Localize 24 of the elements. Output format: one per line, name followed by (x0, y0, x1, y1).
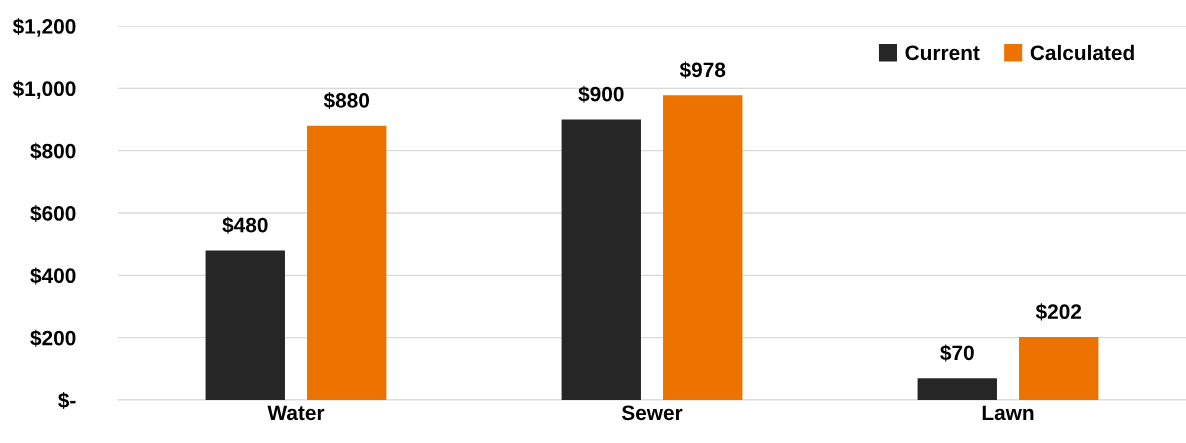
y-tick-label: $1,000 (12, 80, 76, 100)
bar (917, 378, 997, 400)
data-label: $880 (323, 92, 370, 110)
data-label: $480 (222, 216, 268, 234)
data-label: $978 (679, 61, 726, 79)
y-tick-label: $1,200 (12, 18, 76, 37)
x-tick-label: Sewer (621, 405, 683, 421)
y-tick-label: $200 (30, 329, 76, 347)
y-tick-label: $400 (30, 267, 76, 285)
bar (561, 119, 641, 400)
x-tick-label: Lawn (982, 405, 1034, 421)
y-tick-label: $- (58, 392, 76, 410)
data-label: $70 (940, 344, 974, 362)
bar (205, 250, 285, 400)
bar (663, 95, 743, 400)
data-label: $900 (578, 85, 624, 103)
data-label: $202 (1035, 303, 1082, 321)
y-tick-label: $800 (30, 142, 76, 160)
bar (307, 125, 387, 400)
y-tick-label: $600 (30, 205, 76, 223)
legend-label: Current (905, 45, 980, 61)
x-tick-label: Water (267, 405, 325, 421)
bar (1019, 337, 1099, 400)
legend-label: Calculated (1030, 44, 1134, 61)
